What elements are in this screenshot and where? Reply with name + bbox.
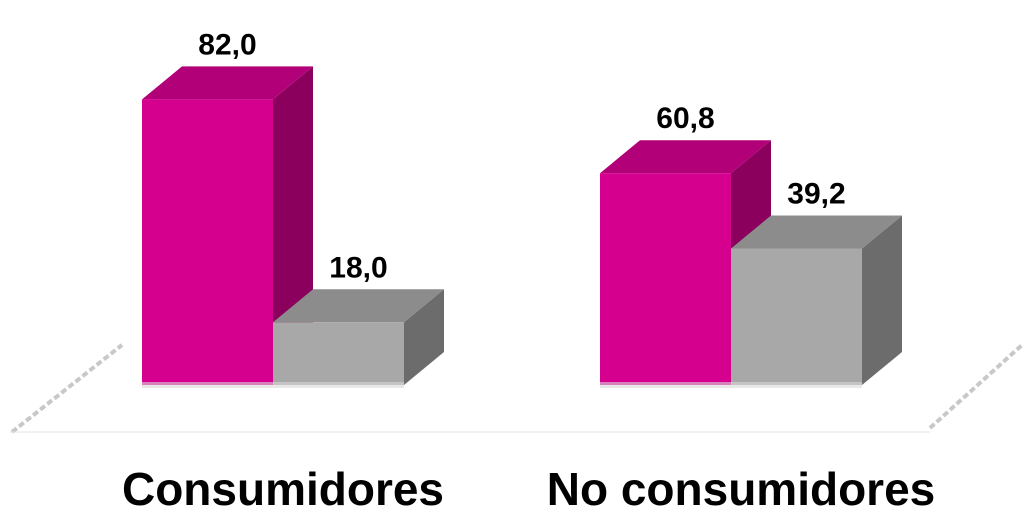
bar-base-strip [731,382,862,388]
bar-base-strip [142,382,273,388]
category-label-consumidores: Consumidores [122,463,444,514]
bar-front-face [142,99,273,386]
value-label-consumidores-b: 18,0 [329,251,387,284]
bar-top-face [731,215,902,249]
chart-value-labels: 82,0 18,0 60,8 39,2 [198,28,845,284]
bar-base-strip [273,382,404,388]
bar-top-face [273,289,444,323]
bar-consumidores-0 [142,66,313,388]
category-label-no-consumidores: No consumidores [547,463,936,514]
bar-front-face [273,322,404,385]
value-label-no-consumidores-b: 39,2 [787,177,845,210]
value-label-no-consumidores-a: 60,8 [656,102,714,135]
bar-consumidores-1 [273,289,444,388]
bar-front-face [731,248,862,385]
bar-top-face [142,66,313,100]
value-label-consumidores-a: 82,0 [198,28,256,61]
bar-no-consumidores-1 [731,215,902,388]
chart-bars [142,66,902,388]
bar-side-face [404,289,444,385]
floor-edge-left [10,343,124,434]
floor-edge-right [928,343,1024,430]
bar-top-face [600,140,771,174]
chart-category-labels: Consumidores No consumidores [122,463,935,514]
bar-base-strip [600,382,731,388]
chart-floor [10,343,1024,434]
bar-side-face [862,215,902,385]
bar-front-face [600,173,731,385]
